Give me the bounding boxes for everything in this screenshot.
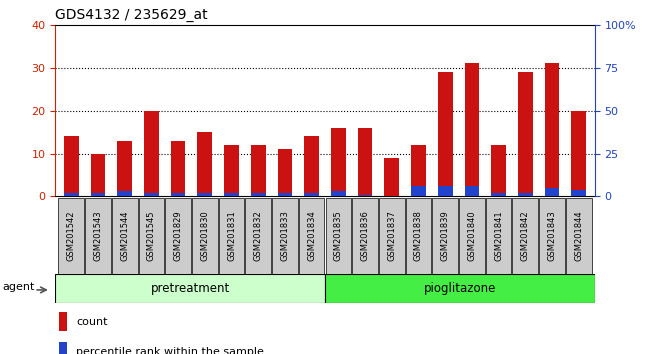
Bar <box>198 132 212 196</box>
Text: GDS4132 / 235629_at: GDS4132 / 235629_at <box>55 8 208 22</box>
Bar <box>90 154 105 196</box>
FancyBboxPatch shape <box>325 274 595 303</box>
Text: GSM201833: GSM201833 <box>280 210 289 261</box>
Bar <box>518 193 532 196</box>
FancyBboxPatch shape <box>432 198 458 274</box>
Text: GSM201545: GSM201545 <box>147 210 156 261</box>
Bar <box>224 145 239 196</box>
Bar <box>438 186 452 196</box>
FancyBboxPatch shape <box>352 198 378 274</box>
Bar <box>278 193 292 196</box>
Text: GSM201838: GSM201838 <box>414 210 423 261</box>
Bar <box>491 193 506 196</box>
Bar <box>571 110 586 196</box>
Bar <box>518 72 532 196</box>
Bar <box>358 195 372 196</box>
Text: GSM201831: GSM201831 <box>227 210 236 261</box>
FancyBboxPatch shape <box>112 198 138 274</box>
Bar <box>465 186 479 196</box>
Text: GSM201830: GSM201830 <box>200 210 209 261</box>
Text: GSM201834: GSM201834 <box>307 210 316 261</box>
Text: GSM201844: GSM201844 <box>574 210 583 261</box>
Bar <box>545 63 560 196</box>
Bar <box>64 136 79 196</box>
Bar <box>384 158 399 196</box>
Bar <box>491 145 506 196</box>
FancyBboxPatch shape <box>566 198 592 274</box>
FancyBboxPatch shape <box>58 198 84 274</box>
Bar <box>278 149 292 196</box>
Text: count: count <box>77 317 108 327</box>
Bar <box>358 128 372 196</box>
FancyBboxPatch shape <box>85 198 111 274</box>
Text: GSM201544: GSM201544 <box>120 210 129 261</box>
Bar <box>251 193 266 196</box>
Bar <box>251 145 266 196</box>
Text: GSM201836: GSM201836 <box>361 210 370 261</box>
FancyBboxPatch shape <box>218 198 244 274</box>
Bar <box>331 191 346 196</box>
Bar <box>465 63 479 196</box>
FancyBboxPatch shape <box>165 198 191 274</box>
Text: GSM201543: GSM201543 <box>94 210 103 261</box>
FancyBboxPatch shape <box>272 198 298 274</box>
Text: pretreatment: pretreatment <box>151 282 229 295</box>
Bar <box>331 128 346 196</box>
Text: GSM201843: GSM201843 <box>547 210 556 261</box>
Text: agent: agent <box>3 282 35 292</box>
Bar <box>118 141 132 196</box>
Text: GSM201829: GSM201829 <box>174 210 183 261</box>
FancyBboxPatch shape <box>192 198 218 274</box>
Text: GSM201840: GSM201840 <box>467 210 476 261</box>
Text: GSM201842: GSM201842 <box>521 210 530 261</box>
Bar <box>144 110 159 196</box>
FancyBboxPatch shape <box>512 198 538 274</box>
FancyBboxPatch shape <box>486 198 512 274</box>
Bar <box>171 193 185 196</box>
Text: GSM201832: GSM201832 <box>254 210 263 261</box>
Bar <box>198 193 212 196</box>
Text: GSM201837: GSM201837 <box>387 210 396 261</box>
Text: percentile rank within the sample: percentile rank within the sample <box>77 347 265 354</box>
Text: GSM201542: GSM201542 <box>67 210 76 261</box>
Bar <box>64 193 79 196</box>
Bar <box>144 193 159 196</box>
FancyBboxPatch shape <box>459 198 485 274</box>
Bar <box>438 72 452 196</box>
Bar <box>411 145 426 196</box>
Bar <box>118 191 132 196</box>
Text: GSM201835: GSM201835 <box>334 210 343 261</box>
FancyBboxPatch shape <box>379 198 404 274</box>
FancyBboxPatch shape <box>540 198 565 274</box>
Bar <box>90 193 105 196</box>
FancyBboxPatch shape <box>55 274 325 303</box>
Bar <box>58 342 68 354</box>
Bar <box>545 188 560 196</box>
Text: pioglitazone: pioglitazone <box>424 282 496 295</box>
FancyBboxPatch shape <box>299 198 324 274</box>
FancyBboxPatch shape <box>326 198 351 274</box>
FancyBboxPatch shape <box>138 198 164 274</box>
Bar <box>171 141 185 196</box>
Bar <box>304 136 319 196</box>
Text: GSM201839: GSM201839 <box>441 210 450 261</box>
Bar <box>411 186 426 196</box>
Bar <box>571 190 586 196</box>
Bar <box>224 193 239 196</box>
FancyBboxPatch shape <box>246 198 271 274</box>
FancyBboxPatch shape <box>406 198 432 274</box>
Bar <box>58 312 68 331</box>
Text: GSM201841: GSM201841 <box>494 210 503 261</box>
Bar <box>304 193 319 196</box>
